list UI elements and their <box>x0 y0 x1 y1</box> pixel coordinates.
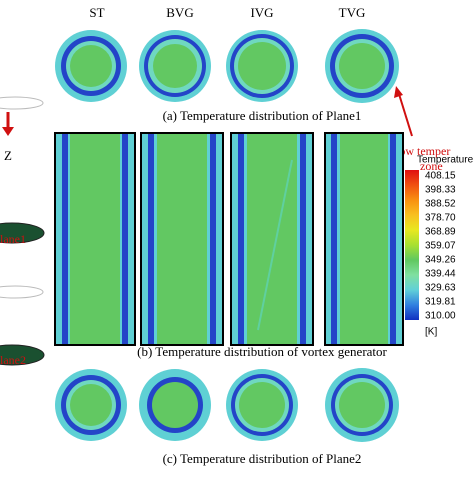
contour-tvg <box>325 29 399 103</box>
legend-label: 329.63 <box>425 283 456 294</box>
contour-bvg <box>139 369 211 441</box>
vortex-panels <box>54 132 404 346</box>
contour-st <box>55 30 127 102</box>
legend-label: 388.52 <box>425 199 456 210</box>
contour-st <box>55 369 127 441</box>
legend-label: 359.07 <box>425 241 456 252</box>
column-label: IVG <box>250 5 273 20</box>
legend-label: 368.89 <box>425 227 456 238</box>
arrow-head <box>394 86 403 98</box>
plane-disc <box>0 344 45 366</box>
legend-label: 378.70 <box>425 213 456 224</box>
plane1-contours <box>55 29 399 103</box>
legend-title: Temperature <box>417 155 474 166</box>
column-label: BVG <box>166 5 193 20</box>
contour-bvg <box>139 30 211 102</box>
plane-label: lane2 <box>0 353 26 367</box>
caption: (b) Temperature distribution of vortex g… <box>137 344 387 359</box>
arrow-head <box>2 127 14 136</box>
column-label: TVG <box>339 5 366 20</box>
legend-label: 319.81 <box>425 297 456 308</box>
legend-unit: [K] <box>425 327 437 338</box>
plane2-contours <box>55 368 399 442</box>
annotation: Low temper <box>392 144 450 158</box>
panel-bvg <box>140 132 224 346</box>
axis-label: Z <box>4 148 12 163</box>
legend-label: 398.33 <box>425 185 456 196</box>
legend-labels: 408.15 398.33 388.52 378.70 368.89 359.07 349.… <box>425 171 456 322</box>
column-label: ST <box>89 5 104 20</box>
legend-label: 408.15 <box>425 171 456 182</box>
contour-ivg <box>226 30 298 102</box>
legend-label: 339.44 <box>425 269 456 280</box>
legend-label: 310.00 <box>425 311 456 322</box>
plane-outline <box>0 285 44 299</box>
legend-label: 349.26 <box>425 255 456 266</box>
panel-tvg <box>324 132 404 346</box>
colorbar <box>405 170 419 320</box>
annotation: zone <box>420 159 443 173</box>
panel-st <box>54 132 136 346</box>
caption: (a) Temperature distribution of Plane1 <box>163 108 362 123</box>
plane-disc <box>0 222 45 244</box>
annotation-arrow <box>398 93 413 137</box>
contour-ivg <box>226 369 298 441</box>
caption: (c) Temperature distribution of Plane2 <box>163 451 362 466</box>
contour-tvg <box>325 368 399 442</box>
plane-outline <box>0 96 44 110</box>
plane-label: lane1 <box>0 232 26 246</box>
panel-ivg <box>230 132 314 346</box>
